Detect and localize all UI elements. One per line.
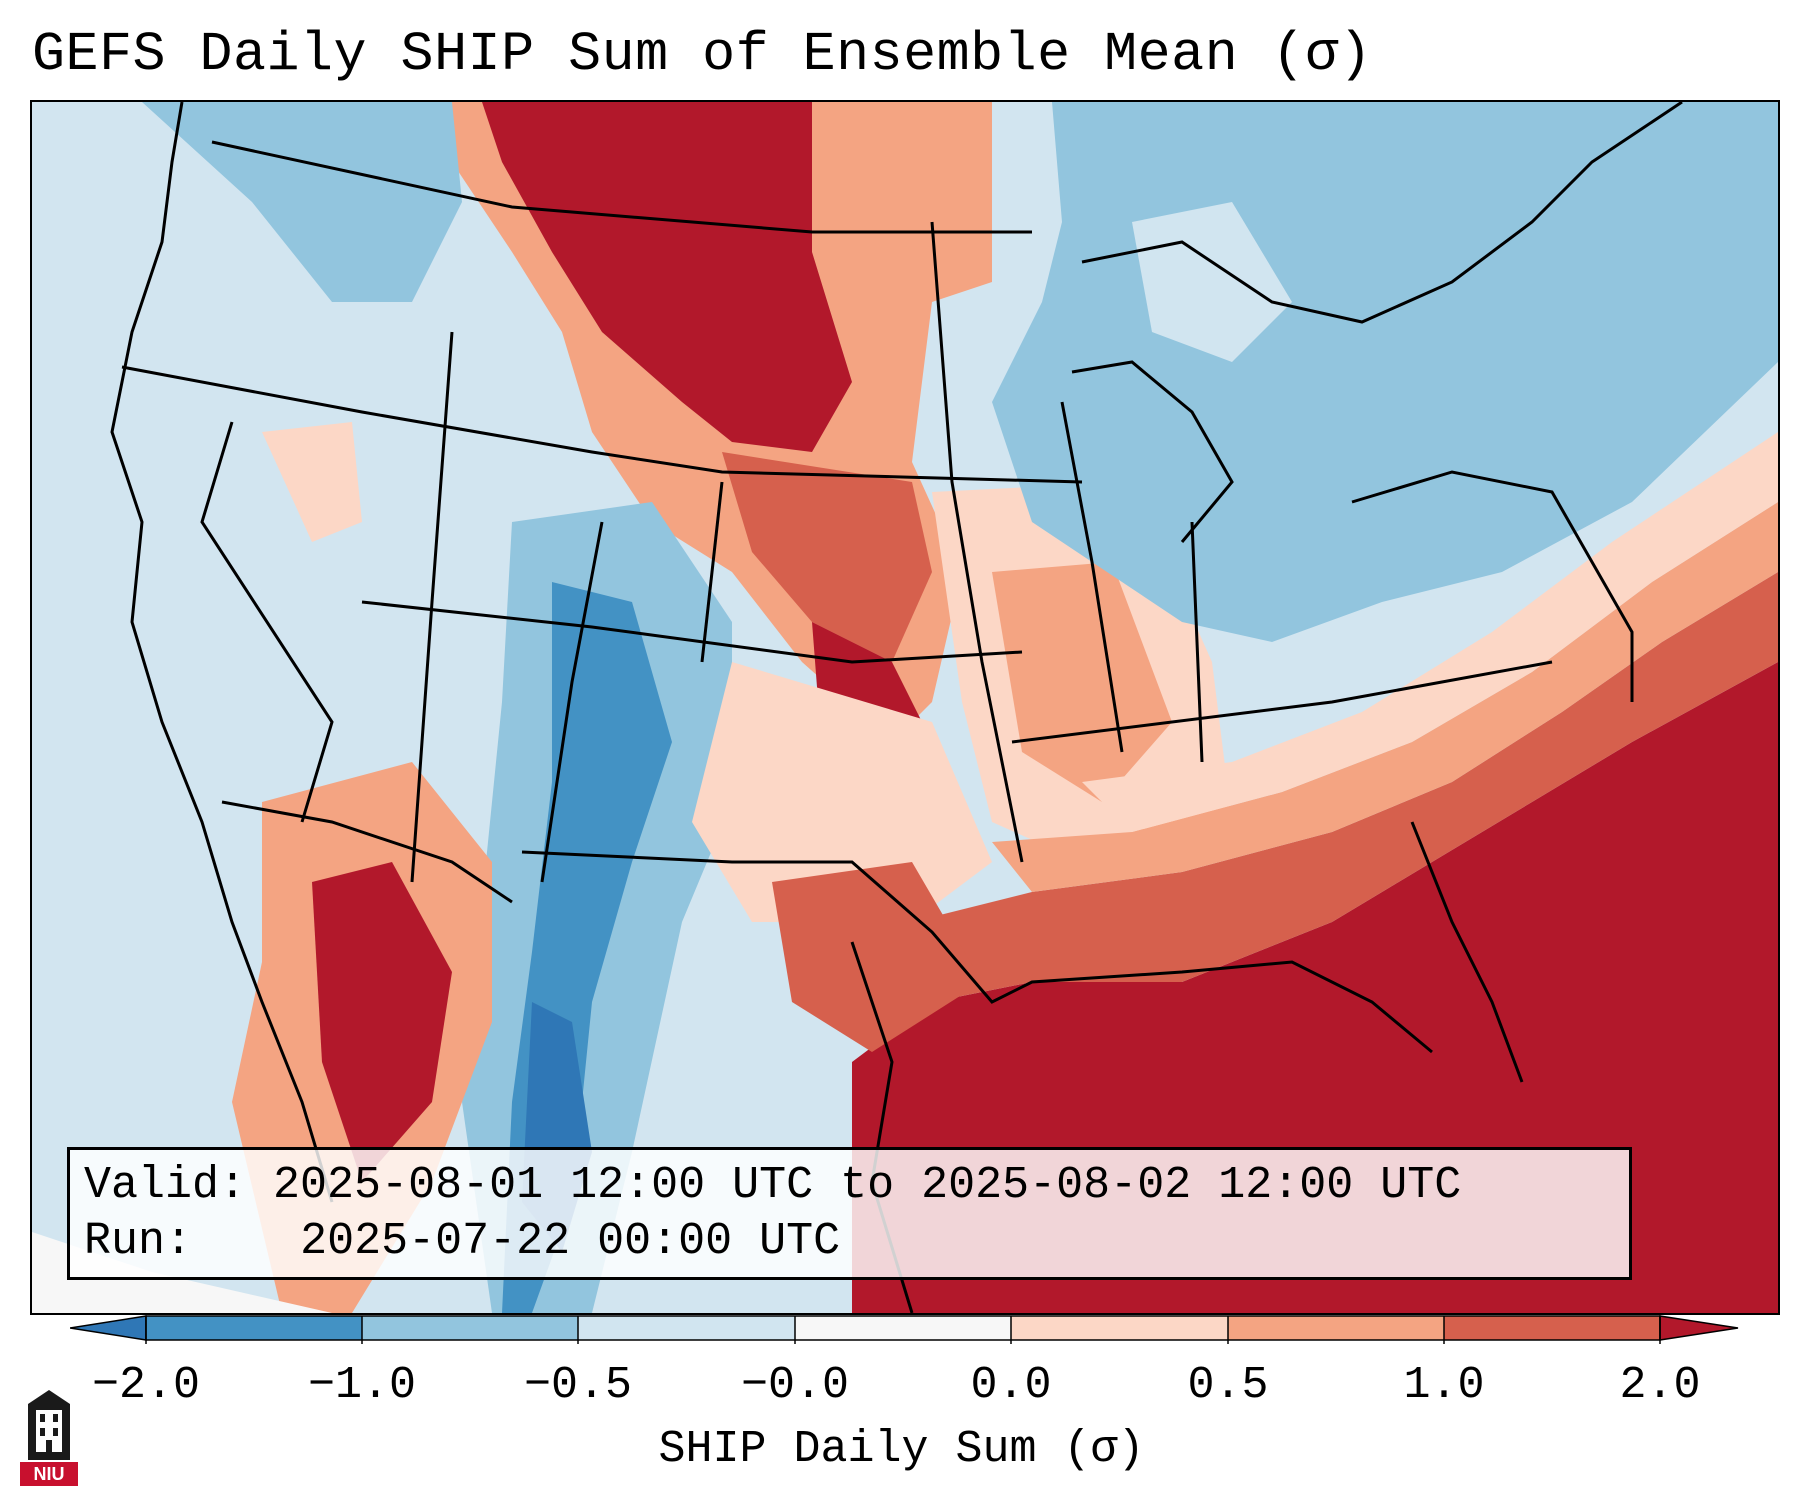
colorbar-segment bbox=[578, 1316, 795, 1340]
colorbar-tick: −0.5 bbox=[523, 1360, 633, 1411]
colorbar-segment bbox=[146, 1316, 362, 1340]
colorbar-segment bbox=[1011, 1316, 1228, 1340]
colorbar-tick: 1.0 bbox=[1403, 1360, 1485, 1411]
colorbar-tick: 0.0 bbox=[970, 1360, 1052, 1411]
logo-text: NIU bbox=[34, 1464, 65, 1484]
colorbar-segment bbox=[1228, 1316, 1444, 1340]
run-value: 2025-07-22 00:00 UTC bbox=[300, 1216, 841, 1267]
colorbar-extend-high bbox=[1659, 1315, 1739, 1341]
boundary-lines bbox=[110, 102, 1683, 1313]
run-label: Run: bbox=[84, 1216, 193, 1267]
colorbar-tick: −2.0 bbox=[91, 1360, 201, 1411]
colorbar-svg bbox=[69, 1315, 1739, 1344]
map-title: GEFS Daily SHIP Sum of Ensemble Mean (σ) bbox=[32, 23, 1373, 86]
valid-label: Valid: bbox=[84, 1160, 247, 1211]
colorbar-label: SHIP Daily Sum (σ) bbox=[658, 1424, 1145, 1475]
colorbar-tick: 0.5 bbox=[1187, 1360, 1269, 1411]
colorbar-tick: 2.0 bbox=[1619, 1360, 1701, 1411]
colorbar bbox=[69, 1314, 1740, 1349]
valid-time-box: Valid: 2025-08-01 12:00 UTC to 2025-08-0… bbox=[67, 1147, 1632, 1280]
colorbar-segment bbox=[795, 1316, 1011, 1340]
niu-logo-icon: NIU bbox=[20, 1390, 78, 1486]
colorbar-extend-low bbox=[69, 1315, 147, 1341]
map-panel bbox=[30, 100, 1780, 1315]
colorbar-segment bbox=[1444, 1316, 1660, 1340]
colorbar-tick: −1.0 bbox=[307, 1360, 417, 1411]
valid-value: 2025-08-01 12:00 UTC to 2025-08-02 12:00… bbox=[273, 1160, 1462, 1211]
anomaly-map bbox=[32, 102, 1778, 1313]
colorbar-segment bbox=[362, 1316, 578, 1340]
colorbar-tick: −0.0 bbox=[740, 1360, 850, 1411]
